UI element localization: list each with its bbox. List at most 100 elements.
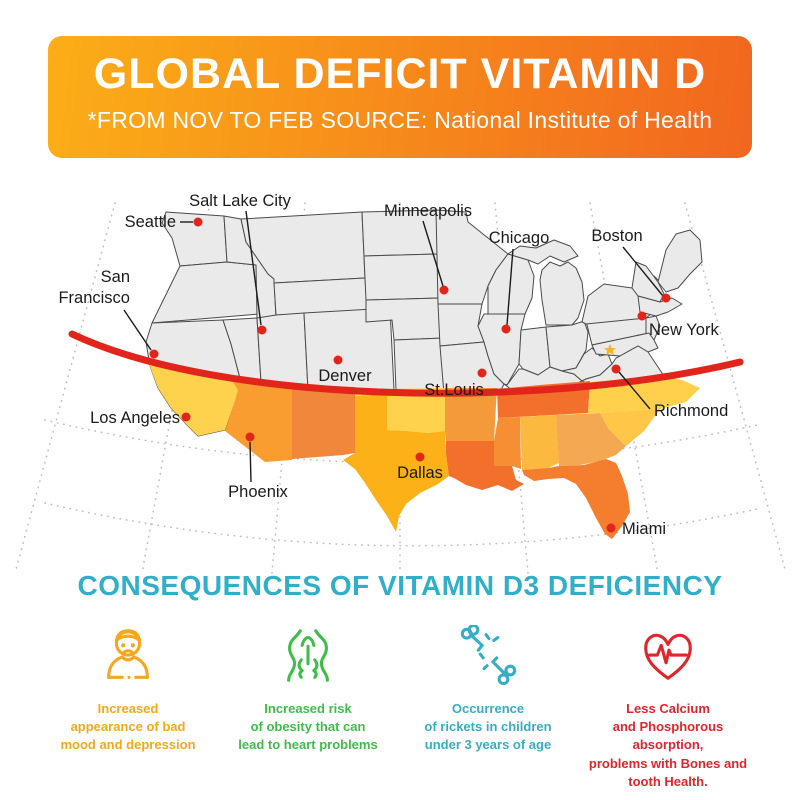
- city-marker-minneapolis: Minneapolis: [384, 202, 472, 295]
- city-marker-st-louis: St.Louis: [424, 368, 487, 399]
- city-marker-los-angeles: Los Angeles: [90, 409, 191, 427]
- city-label-salt-lake-city: Salt Lake City: [189, 192, 292, 210]
- city-dot-new-york: [637, 311, 647, 321]
- state-florida: [522, 459, 630, 539]
- washington-dc-star-icon: [604, 344, 616, 355]
- city-marker-denver: Denver: [318, 355, 372, 385]
- state-texas: [343, 394, 449, 532]
- city-marker-san-francisco: San Francisco: [58, 268, 159, 359]
- caption-line: of obesity that can: [250, 719, 366, 735]
- city-leader-minneapolis: [422, 220, 444, 287]
- consequence-calcium: Less Calcium and Phosphorous absorption, p…: [578, 622, 758, 791]
- city-marker-boston: Boston: [591, 227, 671, 303]
- caption-line: appearance of bad: [70, 719, 186, 735]
- city-label-los-angeles: Los Angeles: [90, 409, 180, 427]
- state-southern-oklahoma: [355, 388, 445, 433]
- city-label-denver: Denver: [318, 367, 372, 385]
- city-label-richmond: Richmond: [654, 402, 728, 420]
- city-marker-salt-lake-city: Salt Lake City: [189, 192, 292, 335]
- caption-line: problems with Bones and: [588, 755, 748, 771]
- state-west-virginia: [561, 347, 613, 382]
- southern-states-colored: [149, 364, 700, 539]
- city-label-new-york: New York: [649, 321, 719, 339]
- city-marker-seattle: Seattle: [125, 213, 203, 231]
- city-leader-chicago: [506, 248, 514, 326]
- consequence-rickets: Occurrence of rickets in children under 3 …: [398, 622, 578, 791]
- city-label-chicago: Chicago: [489, 229, 550, 247]
- caption-line: Less Calcium: [626, 701, 710, 716]
- consequence-calcium-text: Less Calcium and Phosphorous absorption, p…: [578, 700, 758, 791]
- heart-ekg-icon: [578, 622, 758, 690]
- state-south-carolina: [600, 409, 660, 446]
- city-leader-richmond: [618, 371, 651, 410]
- city-dot-seattle: [193, 217, 203, 227]
- city-dot-st-louis: [477, 368, 487, 378]
- page-title: GLOBAL DEFICIT VITAMIN D: [93, 50, 707, 98]
- us-vitamin-d-map: Seattle Salt Lake City Minneapolis Chicago B…: [14, 178, 787, 578]
- state-wyoming: [273, 277, 368, 316]
- caption-line: and Phosphorous absorption,: [612, 719, 724, 753]
- city-dot-phoenix: [245, 432, 255, 442]
- consequence-items: Increased appearance of bad mood and depre…: [0, 622, 800, 791]
- consequence-mood-text: Increased appearance of bad mood and depre…: [38, 700, 218, 755]
- state-mississippi: [494, 417, 521, 469]
- caption-line: Increased risk: [264, 701, 352, 716]
- title-banner: GLOBAL DEFICIT VITAMIN D *FROM NOV TO FE…: [48, 36, 752, 158]
- city-label-san-francisco: San Francisco: [58, 268, 130, 307]
- state-georgia: [556, 413, 626, 466]
- city-marker-chicago: Chicago: [489, 229, 550, 334]
- city-marker-richmond: Richmond: [611, 364, 728, 420]
- consequence-rickets-text: Occurrence of rickets in children under 3 …: [398, 700, 578, 755]
- city-label-seattle: Seattle: [125, 213, 176, 231]
- city-marker-miami: Miami: [606, 520, 666, 538]
- city-label-minneapolis: Minneapolis: [384, 202, 472, 220]
- state-new-mexico: [292, 385, 355, 459]
- caption-line: of rickets in children: [424, 719, 552, 735]
- broken-bone-icon: [398, 622, 578, 690]
- caption-line: mood and depression: [60, 737, 196, 753]
- city-label-miami: Miami: [622, 520, 666, 538]
- city-leader-salt-lake-city: [245, 210, 262, 326]
- city-dot-minneapolis: [439, 285, 449, 295]
- state-south-dakota: [363, 253, 441, 301]
- caption-line: under 3 years of age: [424, 737, 552, 753]
- city-marker-phoenix: Phoenix: [228, 432, 289, 501]
- city-label-st-louis: St.Louis: [424, 381, 484, 399]
- state-arizona: [225, 379, 292, 462]
- caption-line: Increased: [97, 701, 159, 716]
- consequence-obesity: Increased risk of obesity that can lead to…: [218, 622, 398, 791]
- caption-line: tooth Health.: [628, 773, 708, 789]
- state-oregon: [151, 261, 260, 324]
- caption-line: Occurrence: [451, 701, 525, 716]
- state-arkansas: [445, 388, 497, 441]
- consequence-mood: Increased appearance of bad mood and depre…: [38, 622, 218, 791]
- caption-line: lead to heart problems: [238, 737, 378, 753]
- consequence-obesity-text: Increased risk of obesity that can lead to…: [218, 700, 398, 755]
- city-dot-miami: [606, 523, 616, 533]
- city-leader-phoenix: [249, 441, 252, 483]
- state-iowa: [437, 303, 485, 347]
- city-label-boston: Boston: [591, 227, 642, 245]
- vitamin-d-latitude-line: [68, 330, 744, 397]
- city-dot-los-angeles: [181, 412, 191, 422]
- city-marker-new-york: New York: [637, 311, 719, 339]
- state-michigan-lower: [539, 261, 585, 326]
- city-leader-boston: [622, 246, 664, 297]
- city-label-dallas: Dallas: [397, 464, 443, 482]
- state-indiana: [518, 326, 551, 376]
- northern-states-gray: [145, 209, 703, 437]
- state-southern-california: [149, 364, 238, 436]
- city-leader-san-francisco: [123, 309, 152, 351]
- sad-person-icon: [38, 622, 218, 690]
- state-louisiana: [446, 441, 524, 491]
- city-marker-dallas: Dallas: [397, 452, 443, 482]
- city-dot-boston: [661, 293, 671, 303]
- state-michigan-upper: [507, 239, 579, 265]
- consequences-heading: CONSEQUENCES OF VITAMIN D3 DEFICIENCY: [77, 570, 723, 601]
- city-dot-denver: [333, 355, 343, 365]
- page-subtitle: *FROM NOV TO FEB SOURCE: National Instit…: [87, 107, 713, 134]
- city-dot-richmond: [611, 364, 621, 374]
- city-dot-salt-lake-city: [257, 325, 267, 335]
- city-dot-chicago: [501, 324, 511, 334]
